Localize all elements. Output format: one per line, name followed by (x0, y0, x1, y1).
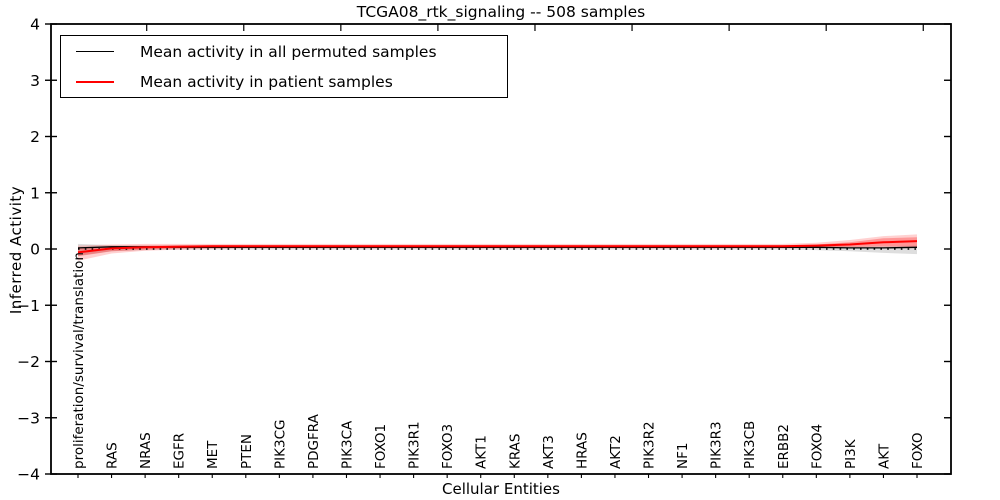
legend-line-sample-red (76, 80, 114, 83)
y-tick-label: 3 (30, 72, 40, 90)
legend-label: Mean activity in all permuted samples (140, 42, 437, 61)
y-tick-label: 4 (30, 16, 40, 34)
x-category-label: AKT1 (474, 435, 490, 469)
series-lines (77, 240, 918, 254)
y-tick-label: 2 (30, 128, 40, 146)
x-category-label: FOXO3 (440, 424, 456, 469)
x-category-label: MET (205, 440, 221, 469)
legend: Mean activity in all permuted samples Me… (60, 35, 508, 98)
legend-label: Mean activity in patient samples (140, 72, 393, 91)
x-category-label: FOXO1 (373, 424, 389, 469)
x-category-label: KRAS (507, 434, 523, 470)
x-category-labels: proliferation/survival/translation RAS NRA… (71, 252, 926, 469)
y-tick-label: 1 (30, 184, 40, 202)
y-tick-label: 0 (30, 241, 40, 259)
y-tick-label: −3 (17, 409, 40, 427)
y-tick-label: −4 (17, 466, 40, 484)
chart-title: TCGA08_rtk_signaling -- 508 samples (356, 3, 646, 21)
x-category-label: HRAS (574, 432, 590, 469)
x-axis-label: Cellular Entities (442, 480, 560, 498)
legend-row-patient: Mean activity in patient samples (61, 69, 507, 94)
x-category-label: PIK3CB (742, 421, 758, 469)
x-category-label: PIK3CG (272, 420, 288, 469)
x-category-label: FOXO (910, 432, 926, 469)
x-category-label: EGFR (172, 433, 188, 469)
x-category-label: RAS (105, 442, 121, 469)
x-category-label: ERBB2 (776, 424, 792, 469)
x-category-label: AKT (876, 443, 892, 469)
x-category-label: NRAS (138, 432, 154, 469)
x-category-label: PDGFRA (306, 413, 322, 469)
y-tick-label: −2 (17, 353, 40, 371)
x-category-label: PIK3R1 (407, 421, 423, 469)
x-category-label: AKT3 (541, 435, 557, 469)
legend-line-sample-black (76, 51, 114, 52)
x-category-label: PI3K (843, 438, 859, 469)
y-tick-label: −1 (17, 297, 40, 315)
x-category-label: AKT2 (608, 435, 624, 469)
legend-row-permuted: Mean activity in all permuted samples (61, 39, 507, 64)
x-category-label: PIK3CA (340, 420, 356, 469)
tick-marks (45, 23, 951, 478)
series-line-1 (77, 240, 918, 254)
x-category-label: proliferation/survival/translation (71, 252, 87, 469)
x-category-label: NF1 (675, 443, 691, 469)
x-category-label: PTEN (239, 434, 255, 469)
y-tick-labels: 4 3 2 1 0 −1 −2 −3 −4 (17, 16, 40, 484)
x-category-label: PIK3R3 (709, 421, 725, 469)
series-line-0 (77, 246, 918, 249)
x-category-label: FOXO4 (809, 424, 825, 469)
x-category-label: PIK3R2 (642, 421, 658, 469)
